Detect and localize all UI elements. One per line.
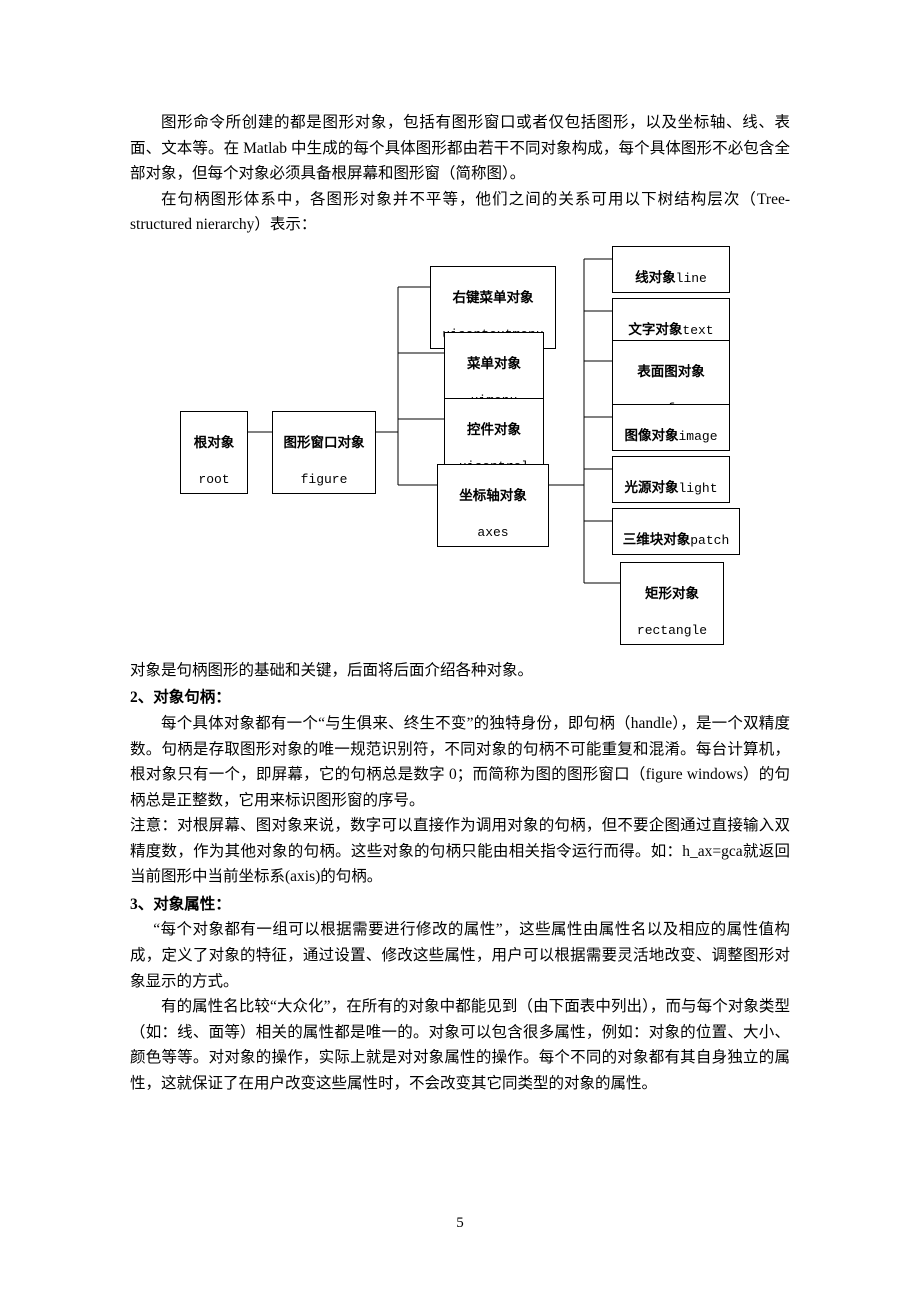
intro-paragraph-1: 图形命令所创建的都是图形对象，包括有图形窗口或者仅包括图形，以及坐标轴、线、表面… [130,110,790,187]
section-3-p2: 有的属性名比较“大众化”，在所有的对象中都能见到（由下面表中列出），而与每个对象… [130,994,790,1096]
node-rectangle-cn: 矩形对象 [645,586,699,601]
section-2-p1: 每个具体对象都有一个“与生俱来、终生不变”的独特身份，即句柄（handle），是… [130,711,790,813]
page-content: 图形命令所创建的都是图形对象，包括有图形窗口或者仅包括图形，以及坐标轴、线、表面… [0,0,920,1096]
node-rectangle-en: rectangle [637,623,707,638]
node-light-en: light [678,481,717,496]
section-2-heading: 2、对象句柄： [130,685,790,711]
node-axes: 坐标轴对象 axes [437,464,549,547]
node-figure-en: figure [301,472,348,487]
node-image-cn: 图像对象 [624,428,678,443]
node-line-cn: 线对象 [635,270,676,285]
page-number: 5 [0,1215,920,1232]
node-figure-cn: 图形窗口对象 [284,435,365,450]
node-rectangle: 矩形对象 rectangle [620,562,724,645]
intro-paragraph-2: 在句柄图形体系中，各图形对象并不平等，他们之间的关系可用以下树结构层次（Tree… [130,187,790,238]
node-light: 光源对象light [612,456,730,503]
node-light-cn: 光源对象 [624,480,678,495]
node-text: 文字对象text [612,298,730,345]
node-axes-en: axes [477,525,508,540]
node-root-cn: 根对象 [194,435,235,450]
node-uicontextmenu-cn: 右键菜单对象 [453,290,534,305]
node-uimenu-cn: 菜单对象 [467,356,521,371]
node-text-en: text [682,323,713,338]
node-image-en: image [678,429,717,444]
node-axes-cn: 坐标轴对象 [459,488,527,503]
node-text-cn: 文字对象 [628,322,682,337]
node-root-en: root [198,472,229,487]
node-figure: 图形窗口对象 figure [272,411,376,494]
node-patch-en: patch [690,533,729,548]
section-3-heading: 3、对象属性： [130,892,790,918]
node-root: 根对象 root [180,411,248,494]
after-diagram-text: 对象是句柄图形的基础和关键，后面将后面介绍各种对象。 [130,658,790,684]
node-uicontrol-cn: 控件对象 [467,422,521,437]
node-surface-cn: 表面图对象 [637,364,705,379]
node-line-en: line [676,271,707,286]
section-3-p1: “每个对象都有一组可以根据需要进行修改的属性”，这些属性由属性名以及相应的属性值… [130,917,790,994]
hierarchy-tree-diagram: 根对象 root 图形窗口对象 figure 右键菜单对象 uicontextm… [180,246,740,646]
node-image: 图像对象image [612,404,730,451]
section-2-p2: 注意：对根屏幕、图对象来说，数字可以直接作为调用对象的句柄，但不要企图通过直接输… [130,813,790,890]
node-patch-cn: 三维块对象 [623,532,691,547]
node-patch: 三维块对象patch [612,508,740,555]
node-line: 线对象line [612,246,730,293]
